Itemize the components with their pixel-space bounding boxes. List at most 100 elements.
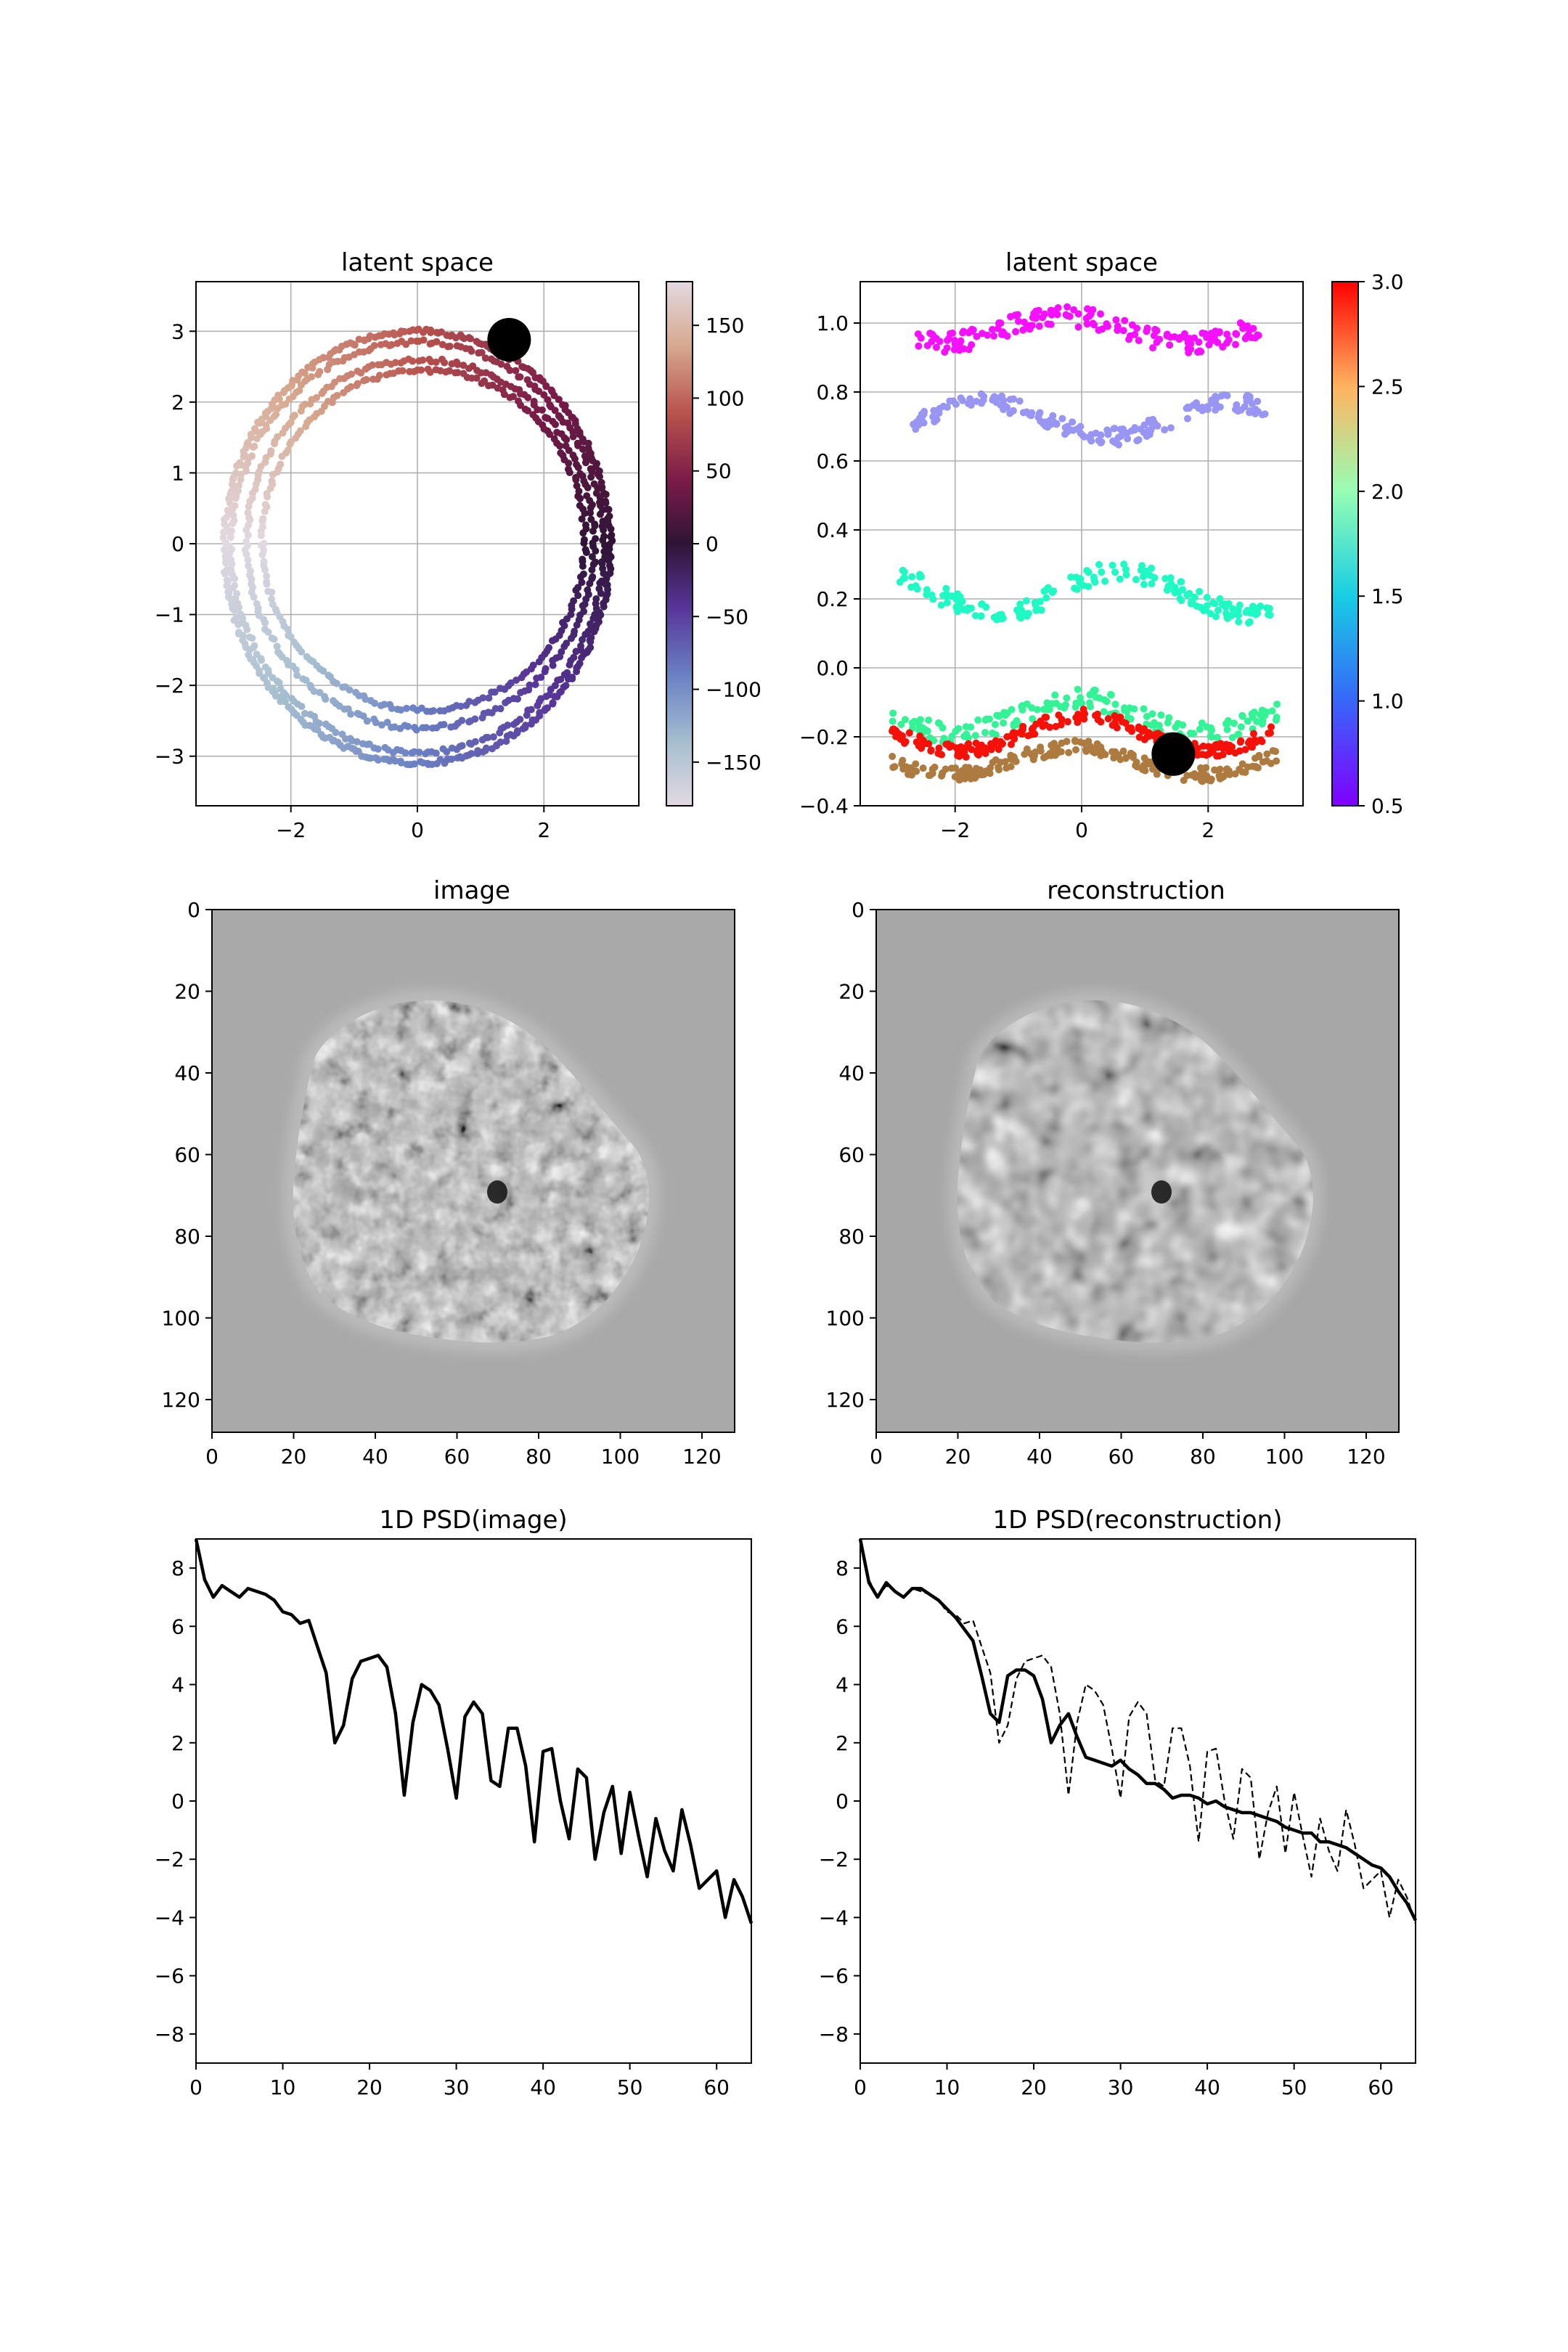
band-point xyxy=(1244,606,1251,614)
ring-point xyxy=(600,532,608,540)
ring-point xyxy=(601,553,609,561)
ring-point xyxy=(278,452,286,460)
ring-point xyxy=(471,738,479,746)
band-point xyxy=(1109,437,1117,445)
ring-point xyxy=(244,556,252,564)
x-tick-label-1: 20 xyxy=(945,1445,971,1469)
band-point xyxy=(1208,398,1216,406)
ring-point xyxy=(319,667,327,675)
band-point xyxy=(1241,403,1249,411)
band-point xyxy=(1235,618,1243,626)
ring-point xyxy=(261,507,269,515)
band-point xyxy=(1241,746,1249,754)
ring-point xyxy=(580,608,588,616)
band-point xyxy=(1116,713,1124,721)
ring-point xyxy=(574,584,582,592)
ring-point xyxy=(297,381,305,389)
band-point xyxy=(1122,571,1130,579)
band-point xyxy=(1231,749,1239,757)
band-point xyxy=(1143,324,1151,332)
ring-point xyxy=(261,619,269,627)
band-point xyxy=(941,348,949,356)
ring-point xyxy=(529,411,537,419)
band-point xyxy=(952,340,960,348)
colorbar-label-0: 150 xyxy=(706,314,744,338)
ring-point xyxy=(460,362,467,369)
ring-point xyxy=(573,439,581,447)
band-point xyxy=(889,717,897,725)
ring-chart-marker xyxy=(487,318,531,362)
band-point xyxy=(1252,737,1260,745)
band-point xyxy=(979,330,987,338)
band-point xyxy=(889,709,897,717)
band-point xyxy=(1148,564,1156,572)
ring-point xyxy=(391,757,399,765)
y-tick-label-0: 8 xyxy=(836,1556,849,1580)
band-point xyxy=(997,393,1005,401)
x-tick-label-1: 0 xyxy=(1075,818,1088,842)
band-point xyxy=(916,573,924,581)
band-point xyxy=(1167,424,1175,432)
band-point xyxy=(1263,757,1271,765)
y-tick-label-0: −3 xyxy=(155,745,184,769)
band-point xyxy=(1127,715,1135,723)
ring-point xyxy=(417,704,425,712)
ring-point xyxy=(443,332,451,340)
band-point xyxy=(1071,584,1079,592)
ring-point xyxy=(563,669,571,677)
band-point xyxy=(1020,318,1028,326)
band-point xyxy=(1273,757,1281,765)
colorbar-label-0: 3.0 xyxy=(1371,270,1404,294)
ring-point xyxy=(369,375,377,383)
band-point xyxy=(1033,706,1041,714)
ring-point xyxy=(543,704,551,712)
ring-point xyxy=(286,440,294,448)
band-point xyxy=(1063,718,1071,726)
y-tick-label-3: 2 xyxy=(836,1731,849,1755)
ring-point xyxy=(562,442,570,450)
band-point xyxy=(972,764,980,772)
band-point xyxy=(1144,760,1152,768)
band-point xyxy=(919,764,927,772)
band-point xyxy=(1223,725,1231,733)
colorbar-label-1: 2.5 xyxy=(1371,375,1404,399)
band-point xyxy=(895,730,903,738)
ring-point xyxy=(512,367,520,375)
band-point xyxy=(1010,735,1018,743)
band-point xyxy=(1055,711,1063,719)
band-point xyxy=(1219,751,1227,759)
ring-point xyxy=(592,558,600,566)
band-point xyxy=(915,342,923,350)
band-point xyxy=(1140,428,1148,436)
image-y-ticks: 0 20 40 60 80 100 120 xyxy=(162,898,212,1412)
bands-colorbar-ticks: 3.0 2.5 2.0 1.5 1.0 0.5 xyxy=(1358,270,1404,818)
ring-point xyxy=(579,555,587,563)
band-point xyxy=(928,338,936,346)
ring-point xyxy=(269,470,277,478)
bands-chart-title: latent space xyxy=(1005,248,1158,277)
ring-point xyxy=(608,531,616,539)
band-point xyxy=(1125,335,1133,343)
x-tick-label-1: 20 xyxy=(281,1445,307,1469)
band-point xyxy=(1127,749,1135,757)
band-point xyxy=(1244,331,1252,339)
band-point xyxy=(942,592,950,600)
band-point xyxy=(1228,611,1236,619)
band-point xyxy=(1051,691,1059,699)
ring-point xyxy=(257,531,265,539)
band-point xyxy=(977,390,985,398)
band-point xyxy=(1007,740,1015,748)
ring-point xyxy=(301,709,309,717)
band-point xyxy=(951,773,959,781)
band-point xyxy=(1203,594,1211,602)
band-point xyxy=(1013,606,1021,614)
band-point xyxy=(1116,575,1124,583)
x-tick-label-3: 60 xyxy=(444,1445,470,1469)
band-point xyxy=(1000,719,1008,727)
y-tick-label-6: 0.8 xyxy=(816,380,849,404)
ring-point xyxy=(258,656,266,664)
ring-point xyxy=(270,635,278,643)
band-point xyxy=(1231,770,1239,778)
band-point xyxy=(932,343,940,351)
ring-point xyxy=(237,470,245,478)
